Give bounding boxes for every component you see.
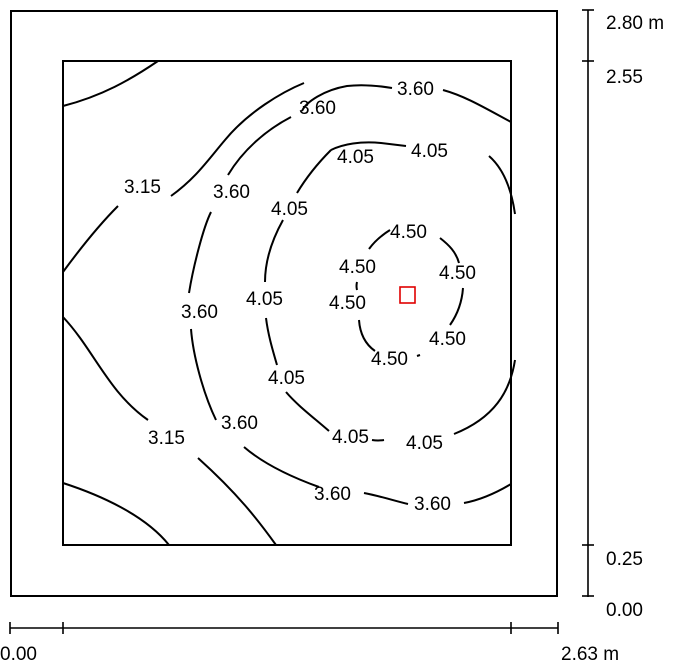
contour-label: 3.60 [299, 98, 336, 119]
contour-label: 4.50 [371, 349, 408, 370]
x-tick-label: 0.00 [0, 644, 37, 665]
measurement-point-marker [399, 286, 416, 304]
contour-label: 4.50 [439, 263, 476, 284]
contour-label: 4.50 [429, 329, 466, 350]
contour-label: 4.05 [406, 433, 443, 454]
y-tick-label: 2.80 m [606, 13, 664, 34]
y-tick-label: 2.55 [606, 67, 643, 88]
contour-label: 3.60 [181, 302, 218, 323]
contour-label: 3.60 [414, 494, 451, 515]
y-tick-label: 0.00 [606, 600, 643, 621]
inner-calculation-area [62, 60, 512, 546]
contour-label: 3.15 [148, 428, 185, 449]
contour-label: 4.05 [268, 368, 305, 389]
contour-label: 3.60 [221, 413, 258, 434]
contour-label: 3.15 [124, 177, 161, 198]
x-tick-label: 2.63 m [561, 644, 619, 665]
contour-label: 4.50 [339, 257, 376, 278]
contour-3-15-corner-bottom [62, 482, 170, 546]
contour-label: 3.60 [213, 182, 250, 203]
contour-3-15-lower [62, 316, 277, 546]
contour-label: 4.05 [271, 199, 308, 220]
contour-label: 4.05 [411, 141, 448, 162]
contour-label: 3.60 [314, 484, 351, 505]
contour-label: 4.05 [246, 289, 283, 310]
contour-label: 3.60 [397, 79, 434, 100]
y-tick-label: 0.25 [606, 549, 643, 570]
contour-label: 4.05 [337, 147, 374, 168]
outer-boundary [10, 10, 558, 597]
contour-3-60 [188, 84, 512, 505]
contour-4-50 [355, 229, 464, 357]
contour-label: 4.50 [390, 222, 427, 243]
contour-label: 4.05 [332, 427, 369, 448]
contour-3-15-corner-top [62, 60, 159, 107]
contour-4-05 [264, 141, 516, 442]
contour-label: 4.50 [329, 293, 366, 314]
contour-3-15-upper [62, 82, 305, 273]
